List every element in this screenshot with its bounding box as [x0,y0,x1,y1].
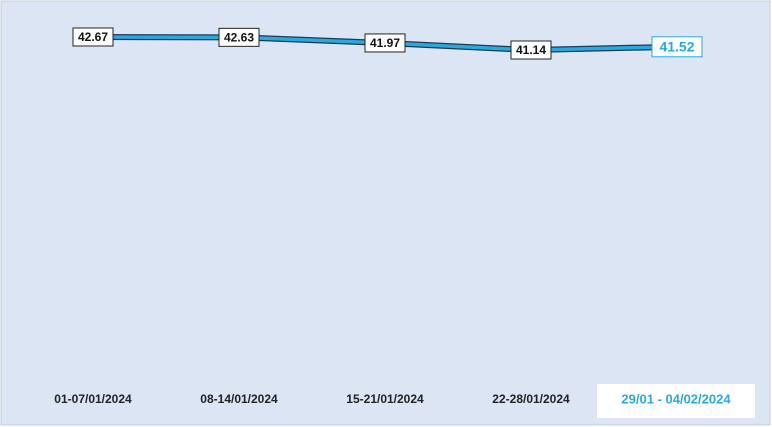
data-label-box [72,27,114,47]
data-label-box [510,40,552,60]
x-tick-label: 22-28/01/2024 [492,392,570,406]
data-label: 42.67 [78,30,108,44]
data-label: 41.52 [659,38,694,54]
data-label-box [218,27,260,47]
x-tick-label: 15-21/01/2024 [346,392,424,406]
x-tick-label: 29/01 - 04/02/2024 [621,391,731,406]
x-tick-label: 08-14/01/2024 [200,392,278,406]
x-tick-label: 01-07/01/2024 [54,392,132,406]
x-tick-highlight [597,384,755,418]
data-label-box [364,33,406,53]
data-label: 42.63 [224,31,254,45]
data-label: 41.14 [516,43,546,57]
data-label: 41.97 [370,36,400,50]
data-label-box [651,36,703,58]
